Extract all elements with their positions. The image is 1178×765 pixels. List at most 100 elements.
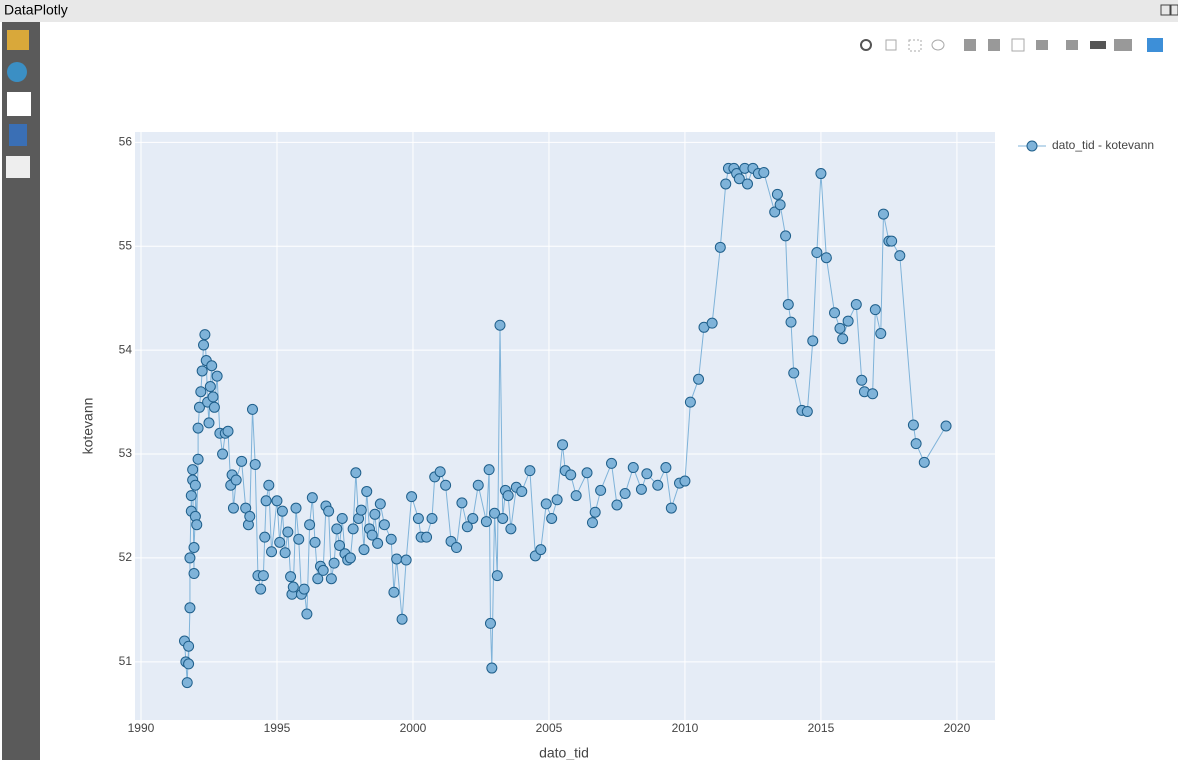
data-point [312,573,324,585]
data-point [635,483,647,495]
tool-settings[interactable] [7,62,27,82]
data-point [679,475,691,487]
data-point [236,455,248,467]
data-point [807,335,819,347]
data-point [183,640,195,652]
data-point [489,507,501,519]
data-point [185,490,197,502]
data-point [189,479,201,491]
data-point [388,586,400,598]
lasso-button[interactable] [931,39,945,51]
tool-plot[interactable] [7,30,29,50]
tool-code[interactable] [6,156,30,178]
spike-button[interactable] [1066,40,1078,50]
zoom-out-button[interactable] [988,39,1000,51]
data-point [274,536,286,548]
y-tick-label: 52 [119,550,133,564]
data-point [187,464,199,476]
data-point [472,479,484,491]
data-point [426,512,438,524]
zoom-button[interactable] [860,39,872,51]
data-point [461,521,473,533]
data-point [323,505,335,517]
data-point [497,512,509,524]
y-tick-label: 54 [119,342,133,356]
data-point [301,608,313,620]
data-point [276,505,288,517]
data-point [412,512,424,524]
data-point [317,564,329,576]
data-point [820,252,832,264]
data-point [181,677,193,689]
pan-button[interactable] [885,39,897,51]
data-point [391,553,403,565]
title-bar [0,0,1178,22]
data-point [733,173,745,185]
data-point [774,199,786,211]
data-point [595,484,607,496]
data-point [769,206,781,218]
data-point [271,495,283,507]
data-point [842,315,854,327]
data-point [350,467,362,479]
data-point [581,467,593,479]
hover-closest-button[interactable] [1090,41,1106,49]
data-point [358,544,370,556]
data-point [785,316,797,328]
close-button[interactable] [1169,4,1178,16]
data-point [184,552,196,564]
data-point [222,425,234,437]
box-select-button[interactable] [908,39,922,52]
y-tick-label: 53 [119,446,133,460]
data-point [336,512,348,524]
data-point [421,531,433,543]
data-point [263,479,275,491]
float-button[interactable] [1160,4,1172,16]
data-point [918,456,930,468]
data-point [188,542,200,554]
data-point [535,544,547,556]
data-point [546,512,558,524]
x-tick-label: 1990 [128,721,155,735]
data-point [328,557,340,569]
zoom-in-button[interactable] [964,39,976,51]
autoscale-button[interactable] [1011,38,1025,52]
data-point [907,419,919,431]
hover-compare-button[interactable] [1114,39,1132,51]
data-point [505,523,517,535]
data-point [910,438,922,450]
data-point [480,516,492,528]
data-point [227,502,239,514]
data-point [557,439,569,451]
data-point [293,533,305,545]
data-point [467,512,479,524]
data-point [192,422,204,434]
plot-area [135,132,995,720]
y-axis-title: kotevann [80,398,96,455]
data-point [244,510,256,522]
tool-plot-view[interactable] [7,92,31,116]
plotly-logo[interactable] [1147,38,1163,52]
data-point [279,547,291,559]
data-point [894,250,906,262]
data-point [484,617,496,629]
reset-button[interactable] [1036,40,1048,50]
data-point [811,247,823,259]
data-point [191,519,203,531]
data-point [483,464,495,476]
data-point [829,307,841,319]
data-point [378,519,390,531]
tool-help[interactable] [9,124,27,146]
data-point [217,448,229,460]
data-point [184,602,196,614]
data-point [652,479,664,491]
data-point [788,367,800,379]
data-point [260,495,272,507]
data-point [551,494,563,506]
data-point [706,317,718,329]
data-point [834,322,846,334]
data-point [611,499,623,511]
data-point [619,488,631,500]
data-point [524,465,536,477]
